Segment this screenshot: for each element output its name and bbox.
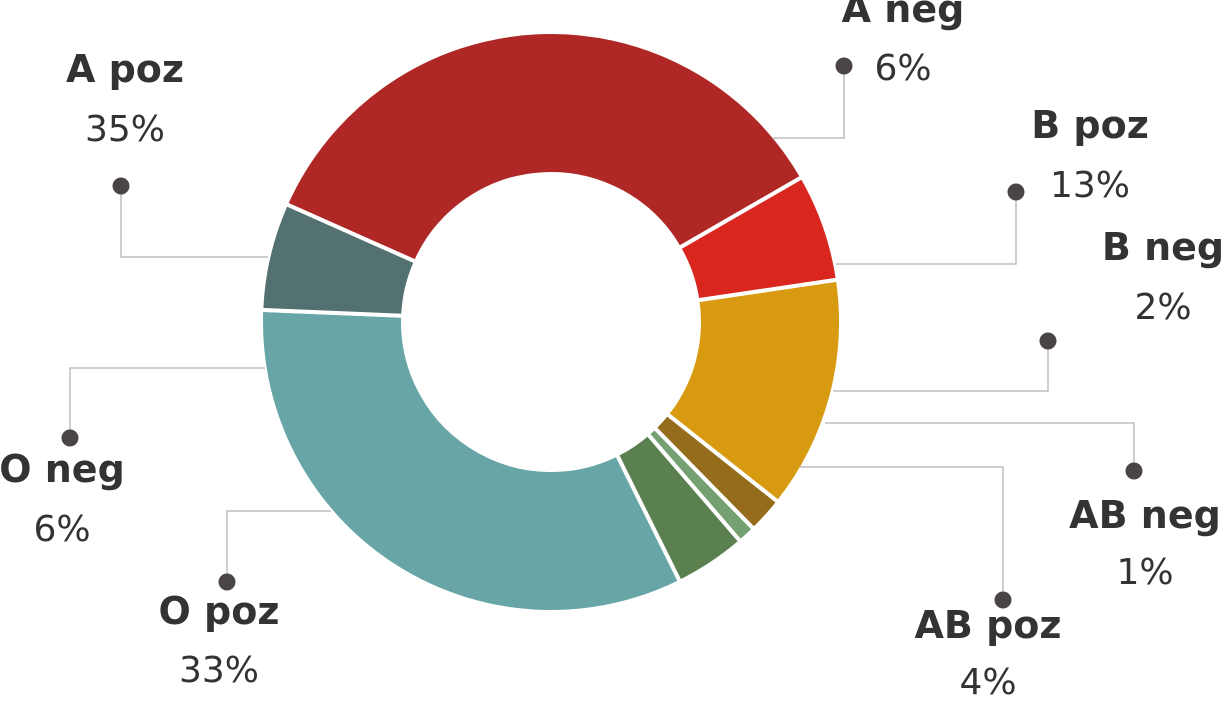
label-percent-o-poz: 33%: [179, 650, 259, 691]
slice-o-neg: [259, 202, 418, 318]
label-name-o-neg: O neg: [0, 447, 125, 491]
label-name-ab-poz: AB poz: [914, 603, 1061, 647]
leader-line-o-neg: [69, 367, 265, 438]
leader-dot-b-neg: [1039, 332, 1057, 350]
leader-line-b-neg: [833, 341, 1049, 392]
leader-dot-o-poz: [218, 573, 236, 591]
label-percent-a-neg: 6%: [874, 48, 931, 89]
leader-dot-a-neg: [835, 57, 853, 75]
label-percent-b-poz: 13%: [1050, 165, 1130, 206]
label-percent-b-neg: 2%: [1134, 287, 1191, 328]
leader-dot-o-neg: [61, 429, 79, 447]
leader-dot-a-poz: [112, 177, 130, 195]
leader-dot-ab-neg: [1125, 462, 1143, 480]
label-name-a-poz: A poz: [66, 47, 184, 91]
leader-line-a-poz: [120, 186, 268, 258]
slice-o-poz: [259, 307, 682, 614]
slice-a-poz: [284, 30, 805, 264]
label-name-o-poz: O poz: [159, 589, 280, 633]
label-name-b-poz: B poz: [1031, 103, 1149, 147]
leader-lines: [61, 57, 1143, 609]
leader-line-a-neg: [772, 66, 845, 139]
label-name-ab-neg: AB neg: [1069, 493, 1221, 537]
label-percent-ab-poz: 4%: [959, 662, 1016, 703]
leader-dot-b-poz: [1007, 183, 1025, 201]
leader-dot-ab-poz: [994, 591, 1012, 609]
label-percent-o-neg: 6%: [33, 509, 90, 550]
label-percent-a-poz: 35%: [85, 109, 165, 150]
leader-line-ab-neg: [825, 422, 1135, 471]
leader-line-ab-poz: [800, 466, 1004, 600]
leader-line-o-poz: [226, 510, 331, 582]
label-name-b-neg: B neg: [1102, 225, 1223, 269]
label-name-a-neg: A neg: [842, 0, 965, 31]
leader-line-b-poz: [836, 192, 1017, 265]
label-percent-ab-neg: 1%: [1116, 552, 1173, 593]
donut-slices: [259, 30, 843, 614]
